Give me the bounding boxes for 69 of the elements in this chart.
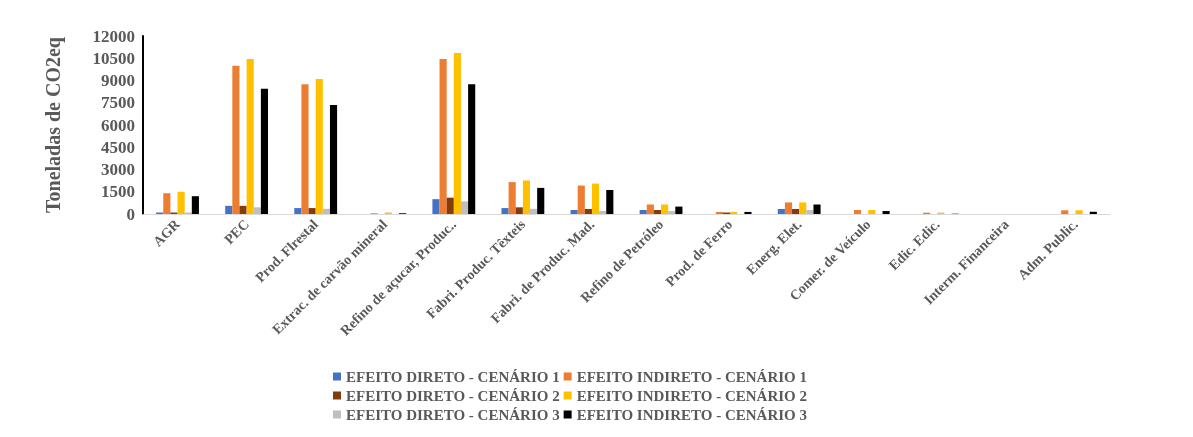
bar	[882, 211, 890, 214]
y-tick-label: 7500	[101, 93, 135, 113]
bar	[294, 208, 302, 214]
y-tick-label: 9000	[101, 71, 135, 90]
bar	[315, 79, 323, 214]
bar	[868, 210, 876, 214]
bar	[530, 208, 538, 214]
bar	[813, 204, 821, 214]
bar	[799, 202, 807, 214]
bar	[308, 208, 316, 214]
bar	[715, 211, 723, 214]
bar	[591, 183, 600, 214]
bar	[191, 196, 199, 214]
bar	[777, 208, 785, 214]
bar	[606, 189, 614, 214]
bar	[253, 207, 261, 214]
bar	[329, 104, 338, 214]
bar	[661, 204, 669, 214]
bar	[584, 208, 592, 214]
bar	[577, 185, 585, 214]
bar	[468, 84, 476, 214]
bar	[239, 205, 247, 214]
legend-label: EFEITO INDIRETO - CENÁRIO 1	[576, 368, 807, 385]
y-tick-label: 1500	[101, 182, 135, 202]
bar	[599, 211, 607, 214]
bar	[675, 206, 683, 214]
bar	[432, 199, 440, 214]
bar	[501, 208, 509, 214]
bar	[646, 204, 654, 214]
bar	[653, 210, 662, 214]
legend-label: EFEITO DIRETO - CENÁRIO 1	[346, 368, 560, 385]
bar	[515, 207, 523, 214]
legend-label: EFEITO INDIRETO - CENÁRIO 3	[576, 406, 807, 423]
bar	[453, 53, 461, 214]
bar	[792, 208, 800, 214]
y-tick-label: 3000	[101, 160, 135, 179]
bar	[225, 205, 233, 214]
legend-label: EFEITO DIRETO - CENÁRIO 3	[346, 406, 560, 423]
y-axis-title: Toneladas de CO2eq	[42, 37, 65, 213]
bar	[639, 210, 647, 214]
bar	[246, 58, 254, 214]
legend-label: EFEITO DIRETO - CENÁRIO 2	[346, 387, 560, 404]
bar	[232, 65, 240, 214]
bar	[730, 211, 738, 214]
bar	[1061, 210, 1069, 214]
bar	[260, 88, 269, 214]
bar	[460, 201, 469, 214]
y-tick-label: 12000	[92, 26, 135, 46]
bar	[163, 193, 171, 214]
bar	[522, 180, 531, 214]
y-tick-label: 10500	[92, 48, 135, 68]
bar	[508, 182, 516, 214]
y-tick-label: 0	[126, 204, 135, 224]
bar	[322, 208, 330, 214]
y-tick-label: 6000	[101, 115, 135, 135]
bar	[806, 210, 814, 214]
bar	[744, 211, 752, 214]
bar	[570, 210, 578, 214]
bar	[1075, 210, 1083, 214]
bar	[784, 202, 793, 214]
bar	[446, 197, 454, 214]
legend-label: EFEITO INDIRETO - CENÁRIO 2	[576, 387, 807, 404]
bar	[537, 187, 545, 214]
bar	[177, 191, 185, 214]
bar	[668, 211, 676, 214]
bar	[853, 210, 862, 214]
y-tick-label: 4500	[101, 137, 135, 157]
bar	[301, 84, 309, 214]
bar	[439, 58, 447, 214]
